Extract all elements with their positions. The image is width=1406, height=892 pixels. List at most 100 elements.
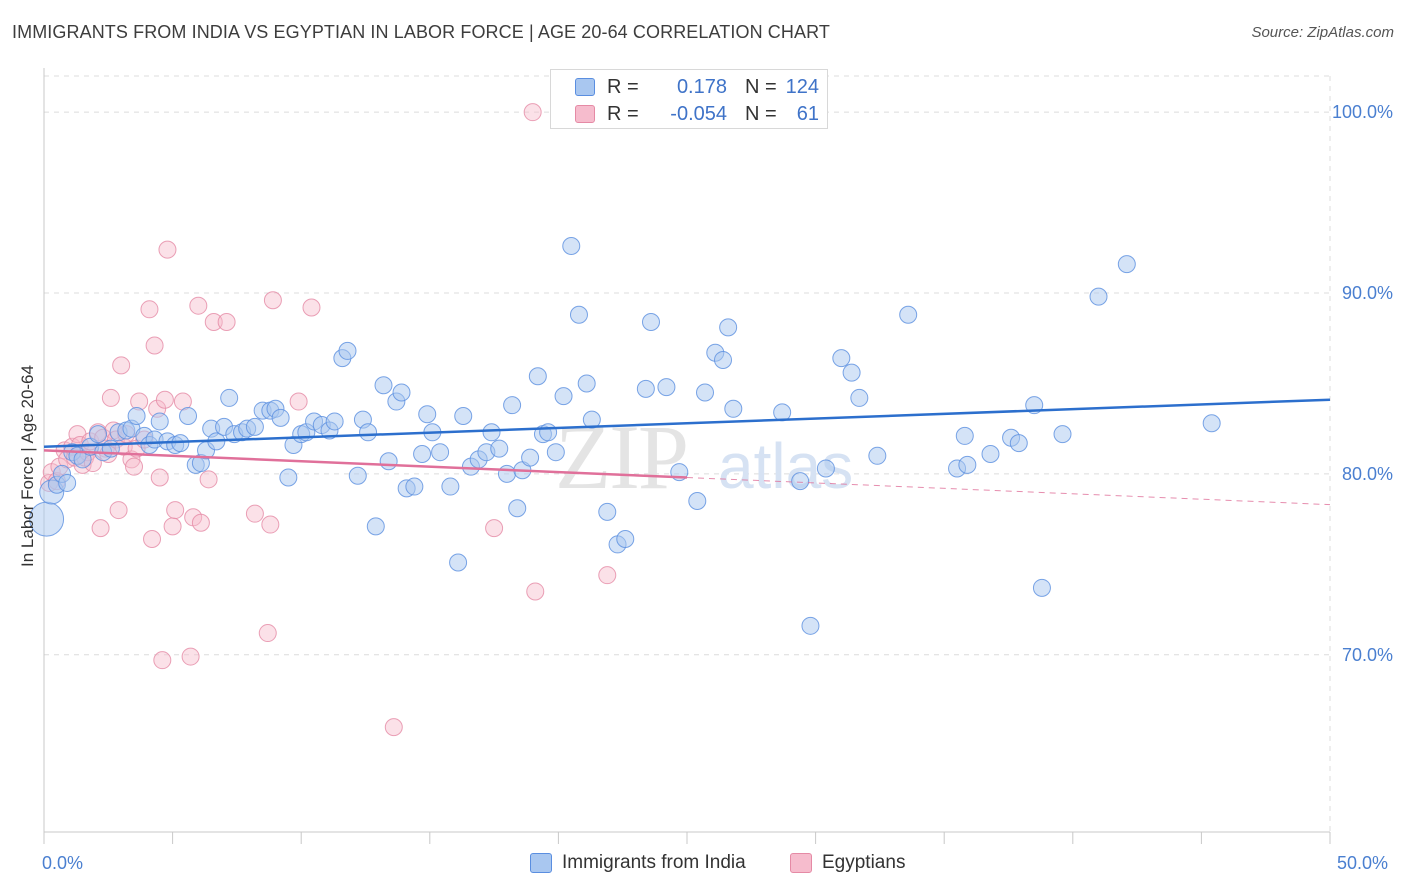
y-axis-label: In Labor Force | Age 20-64	[18, 365, 37, 567]
egypt-point	[112, 356, 131, 375]
india-point	[719, 318, 738, 337]
india-point	[431, 443, 450, 462]
india-point	[955, 426, 974, 445]
india-point	[641, 312, 660, 331]
india-point	[724, 399, 743, 418]
legend-row-egypt: R = -0.054 N = 61	[575, 102, 819, 126]
axis-layer	[43, 68, 1331, 844]
india-point	[528, 367, 547, 386]
egypt-point	[258, 624, 277, 643]
india-point	[179, 407, 198, 426]
india-point	[714, 350, 733, 369]
india-point	[842, 363, 861, 382]
egypt-point	[289, 392, 308, 411]
egypt-point	[140, 300, 159, 319]
india-point	[1202, 414, 1221, 433]
egypt-legend-label: Egyptians	[822, 852, 906, 873]
india-point	[832, 349, 851, 368]
india-point	[1117, 255, 1136, 274]
india-point	[405, 477, 424, 496]
india-point	[1032, 578, 1051, 597]
india-point	[279, 468, 298, 487]
india-point	[657, 378, 676, 397]
india-point	[546, 443, 565, 462]
india-point	[441, 477, 460, 496]
y-tick-label: 80.0%	[1342, 464, 1393, 484]
india-point	[868, 446, 887, 465]
egypt-point	[91, 519, 110, 538]
chart-title: IMMIGRANTS FROM INDIA VS EGYPTIAN IN LAB…	[12, 22, 830, 42]
india-point	[392, 383, 411, 402]
india-point	[899, 305, 918, 324]
india-point	[379, 452, 398, 471]
egypt-point	[181, 647, 200, 666]
egypt-point	[485, 519, 504, 538]
india-point	[127, 407, 146, 426]
india-point	[150, 412, 169, 431]
x-min-label: 0.0%	[42, 853, 84, 873]
egypt-swatch	[575, 105, 595, 123]
india-point	[981, 445, 1000, 463]
egypt-point	[384, 718, 403, 737]
india-point	[58, 473, 77, 492]
india-point	[791, 472, 810, 491]
india-point	[454, 407, 473, 426]
india-point	[503, 396, 522, 415]
y-tick-labels: 70.0% 80.0% 90.0% 100.0%	[1332, 102, 1393, 665]
egypt-point	[191, 513, 210, 532]
egypt-r-label: R =	[607, 102, 639, 125]
india-point	[359, 423, 378, 442]
india-point	[598, 502, 617, 521]
zipatlas-watermark: ZIP atlas	[555, 406, 853, 508]
y-tick-label: 90.0%	[1342, 283, 1393, 303]
y-tick-label: 70.0%	[1342, 645, 1393, 665]
egypt-point	[143, 530, 162, 549]
india-point	[569, 305, 588, 324]
egypt-legend-swatch	[790, 853, 812, 873]
india-point	[958, 455, 977, 474]
india-point	[577, 374, 596, 393]
india-point	[816, 459, 835, 478]
india-point	[688, 492, 707, 511]
india-r-label: R =	[607, 75, 639, 98]
egypt-trend-line	[43, 449, 688, 479]
egypt-point	[523, 103, 542, 122]
india-point	[554, 387, 573, 406]
correlation-legend: R = 0.178 N = 124 R = -0.054 N = 61	[550, 69, 828, 129]
india-point	[338, 341, 357, 360]
egypt-point	[158, 240, 177, 259]
egypt-point	[150, 468, 169, 487]
india-point	[413, 445, 432, 463]
egypt-point	[199, 470, 218, 489]
egypt-point	[101, 388, 120, 407]
india-point	[89, 425, 108, 444]
india-point	[482, 423, 501, 442]
india-point	[374, 376, 393, 395]
india-legend-label: Immigrants from India	[562, 852, 746, 873]
india-trend-line	[43, 398, 1331, 449]
india-r-value: 0.178	[676, 75, 727, 98]
india-point	[801, 616, 820, 635]
legend-row-india: R = 0.178 N = 124	[575, 75, 819, 99]
egypt-point	[263, 291, 282, 310]
trend-lines	[43, 398, 1331, 506]
india-point	[850, 388, 869, 407]
india-n-label: N =	[745, 75, 777, 98]
india-point	[245, 417, 264, 436]
egypt-trend-extension	[686, 477, 1331, 506]
egypt-point	[109, 501, 128, 520]
egypt-point	[302, 298, 321, 317]
india-point	[1089, 287, 1108, 306]
india-point	[449, 553, 468, 572]
egypt-n-value: 61	[796, 102, 819, 125]
egypt-point	[217, 312, 236, 331]
india-point	[562, 237, 581, 256]
egypt-point	[261, 515, 280, 534]
source-label: Source: ZipAtlas.com	[1251, 24, 1394, 41]
india-point	[539, 423, 558, 442]
egypt-point	[153, 651, 172, 670]
egypt-point	[163, 517, 182, 536]
india-point	[366, 517, 385, 536]
grid-layer	[44, 75, 1331, 832]
